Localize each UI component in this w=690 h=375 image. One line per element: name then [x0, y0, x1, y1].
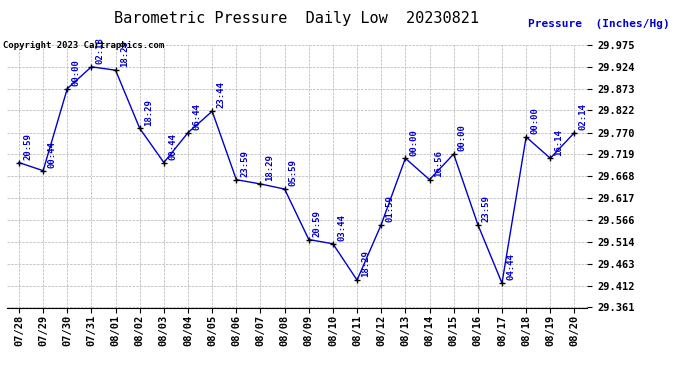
Text: Barometric Pressure  Daily Low  20230821: Barometric Pressure Daily Low 20230821 [115, 11, 479, 26]
Text: 20:59: 20:59 [313, 210, 322, 237]
Text: 18:29: 18:29 [265, 154, 274, 181]
Text: 01:59: 01:59 [386, 195, 395, 222]
Text: 20:59: 20:59 [23, 133, 32, 160]
Text: 23:59: 23:59 [482, 195, 491, 222]
Text: 00:00: 00:00 [531, 107, 540, 134]
Text: 18:29: 18:29 [120, 40, 129, 68]
Text: 00:00: 00:00 [410, 129, 419, 156]
Text: 23:59: 23:59 [241, 150, 250, 177]
Text: 04:44: 04:44 [506, 254, 515, 280]
Text: 06:44: 06:44 [193, 103, 201, 130]
Text: 00:44: 00:44 [48, 141, 57, 168]
Text: 16:14: 16:14 [555, 129, 564, 156]
Text: 03:44: 03:44 [337, 214, 346, 241]
Text: 00:00: 00:00 [72, 59, 81, 86]
Text: 18:29: 18:29 [144, 99, 153, 126]
Text: Copyright 2023 Cartraphics.com: Copyright 2023 Cartraphics.com [3, 41, 165, 50]
Text: 16:56: 16:56 [434, 150, 443, 177]
Text: 02:14: 02:14 [579, 103, 588, 130]
Text: 00:00: 00:00 [458, 124, 467, 151]
Text: 00:44: 00:44 [168, 133, 177, 160]
Text: 05:59: 05:59 [289, 159, 298, 186]
Text: 18:29: 18:29 [362, 251, 371, 278]
Text: 23:44: 23:44 [217, 82, 226, 108]
Text: Pressure  (Inches/Hg): Pressure (Inches/Hg) [528, 19, 669, 29]
Text: 02:18: 02:18 [96, 37, 105, 64]
